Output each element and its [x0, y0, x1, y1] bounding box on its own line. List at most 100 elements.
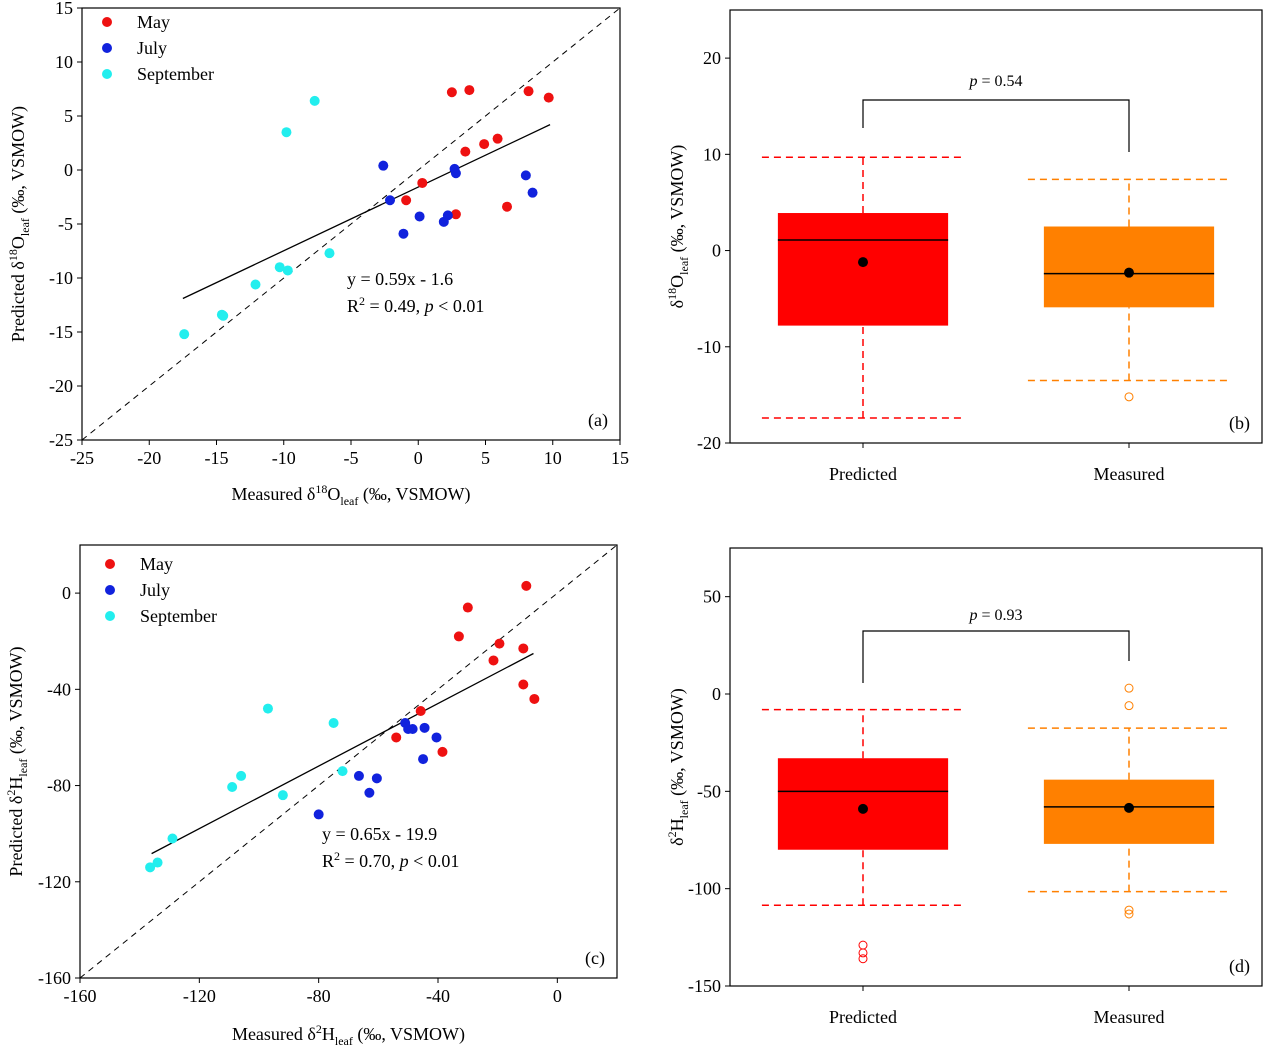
y-tick-label: 10 [703, 144, 721, 164]
outlier [858, 948, 868, 958]
data-point [398, 228, 409, 239]
data-point [518, 679, 529, 690]
x-axis-label-part: Measured δ [232, 1024, 316, 1044]
legend-marker [102, 43, 112, 53]
data-point [437, 746, 448, 757]
y-tick-label: -120 [38, 872, 71, 892]
data-point [520, 170, 531, 181]
y-axis-label-part: leaf [677, 257, 691, 275]
x-tick-label: Predicted [829, 464, 897, 484]
x-tick-label: -5 [344, 448, 359, 468]
y-tick-label: 0 [62, 583, 71, 603]
y-tick-label: 10 [55, 52, 73, 72]
data-point [464, 85, 475, 96]
data-point [227, 781, 238, 792]
x-axis-label-part: 18 [315, 482, 327, 496]
y-tick-label: 5 [64, 106, 73, 126]
legend-marker [105, 559, 115, 569]
x-tick-label: -15 [205, 448, 229, 468]
data-point [282, 265, 293, 276]
y-tick-label: -25 [49, 430, 73, 450]
y-axis-label-part: leaf [677, 800, 691, 818]
box [1043, 226, 1215, 308]
panel-label: (a) [588, 410, 608, 431]
y-axis-label: Predicted δ2Hleaf (‰, VSMOW) [4, 646, 30, 876]
y-tick-label: -100 [688, 879, 721, 899]
legend-marker [102, 17, 112, 27]
data-point [527, 187, 538, 198]
x-tick-label: 0 [553, 986, 562, 1006]
identity-line [79, 544, 618, 979]
plot-frame [729, 9, 1263, 444]
x-tick-label: 10 [544, 448, 562, 468]
data-point [152, 857, 163, 868]
data-point [450, 168, 461, 179]
x-tick-label: Measured [1094, 464, 1165, 484]
data-point [418, 754, 429, 765]
data-point [274, 262, 285, 273]
y-axis-label-part: O [667, 275, 687, 288]
x-axis-label-part: H [322, 1024, 335, 1044]
legend-label: September [137, 64, 214, 84]
mean-marker [858, 803, 868, 814]
y-tick-label: -10 [697, 337, 721, 357]
y-tick-label: -160 [38, 968, 71, 988]
y-axis-label: δ18Oleaf (‰, VSMOW) [665, 145, 691, 309]
y-axis-label-part: 18 [665, 288, 679, 300]
y-axis-label-part: H [6, 777, 26, 790]
y-axis-label: Predicted δ18Oleaf (‰, VSMOW) [6, 106, 32, 342]
data-point [167, 833, 178, 844]
data-point [313, 809, 324, 820]
x-tick-label: -120 [183, 986, 216, 1006]
outlier [1124, 683, 1134, 693]
data-point [281, 127, 292, 138]
x-axis-label: Measured δ18Oleaf (‰, VSMOW) [231, 482, 470, 508]
y-tick-label: 50 [703, 587, 721, 607]
y-tick-label: 0 [712, 241, 721, 261]
r-squared: R2 = 0.70, p < 0.01 [322, 849, 459, 871]
x-tick-label: -40 [426, 986, 450, 1006]
y-axis-label-part: leaf [16, 759, 30, 777]
data-point [431, 732, 442, 743]
y-axis-label-part: δ [667, 300, 687, 308]
y-tick-label: -150 [688, 976, 721, 996]
data-point [378, 160, 389, 171]
data-point [438, 216, 449, 227]
identity-line [81, 7, 621, 441]
data-point [414, 211, 425, 222]
y-axis-label-part: Predicted δ [8, 261, 28, 342]
x-tick-label: 0 [414, 448, 423, 468]
panel-label: (d) [1229, 956, 1250, 977]
outlier [1124, 701, 1134, 711]
data-point [460, 146, 471, 157]
mean-marker [1124, 802, 1134, 813]
significance-bracket [862, 99, 1130, 152]
data-point [262, 703, 273, 714]
y-axis-label-part: (‰, VSMOW) [667, 688, 688, 800]
panel-label: (c) [585, 948, 605, 969]
data-point [494, 638, 505, 649]
r-squared: R2 = 0.49, p < 0.01 [347, 294, 484, 316]
r-squared-part: < 0.01 [409, 851, 460, 871]
data-point [353, 770, 364, 781]
y-tick-label: -20 [697, 433, 721, 453]
p-value-part: = 0.54 [977, 73, 1022, 90]
data-point [277, 790, 288, 801]
data-point [250, 279, 261, 290]
data-point [179, 329, 190, 340]
r-squared-part: 2 [334, 849, 340, 863]
y-tick-label: -80 [47, 776, 71, 796]
y-axis-label-part: 2 [665, 831, 679, 837]
legend-label: July [137, 38, 167, 58]
y-axis-label: δ2Hleaf (‰, VSMOW) [665, 688, 691, 846]
legend-marker [105, 585, 115, 595]
y-axis-label-part: leaf [18, 218, 32, 236]
r-squared-part: 2 [359, 294, 365, 308]
data-point [521, 580, 532, 591]
y-tick-label: 0 [64, 160, 73, 180]
y-axis-label-part: H [667, 818, 687, 831]
r-squared-part: p [423, 296, 434, 316]
p-value: p = 0.93 [968, 607, 1022, 624]
x-axis-label-part: 2 [316, 1022, 322, 1036]
outlier [1124, 392, 1134, 402]
